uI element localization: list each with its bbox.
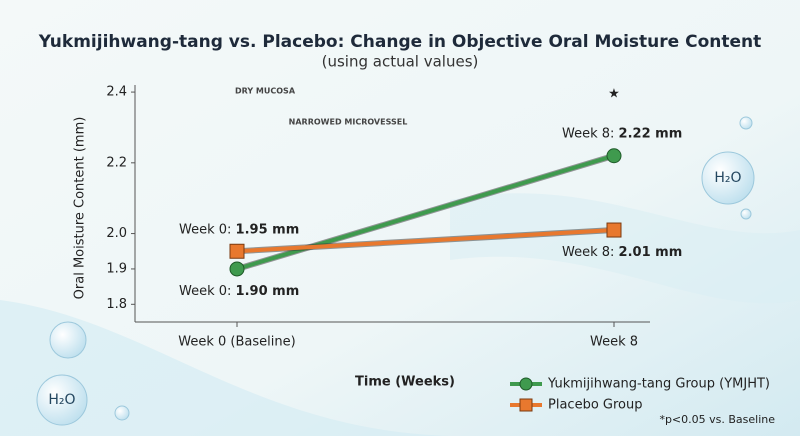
y-tick-label: 2.2 xyxy=(106,155,127,170)
footnote: *p<0.05 vs. Baseline xyxy=(659,413,775,426)
data-label: Week 8: 2.22 mm xyxy=(562,126,682,141)
marker xyxy=(229,243,245,259)
value-label: 1.90 mm xyxy=(236,283,300,298)
marker xyxy=(229,261,245,277)
bubble xyxy=(114,405,130,421)
y-tick-label: 1.8 xyxy=(106,297,127,312)
y-axis-title: Oral Moisture Content (mm) xyxy=(73,117,88,300)
legend-marker xyxy=(519,377,533,391)
wave xyxy=(0,300,450,436)
legend-label: Placebo Group xyxy=(548,398,642,413)
marker xyxy=(606,222,622,238)
decoration: H₂O xyxy=(714,170,741,186)
value-label: 2.01 mm xyxy=(619,245,683,260)
wave xyxy=(450,193,800,304)
x-axis-title: Time (Weeks) xyxy=(355,375,455,390)
y-tick-label: 1.9 xyxy=(106,261,127,276)
y-tick-label: 2.4 xyxy=(106,85,127,100)
data-label: Week 0: 1.95 mm xyxy=(179,222,299,237)
chart-subtitle: (using actual values) xyxy=(322,53,479,71)
bubble xyxy=(36,374,88,426)
decoration: NARROWED MICROVESSEL xyxy=(289,118,408,127)
marker xyxy=(606,148,622,164)
x-tick-label: Week 0 (Baseline) xyxy=(178,335,295,350)
significance-marker: ★ xyxy=(608,87,620,102)
bubble xyxy=(49,321,87,359)
x-tick-label: Week 8 xyxy=(590,335,638,350)
y-tick-label: 2.0 xyxy=(106,226,127,241)
bubble xyxy=(739,116,753,130)
decoration: H₂O xyxy=(48,392,75,408)
line xyxy=(236,228,615,254)
data-label: Week 8: 2.01 mm xyxy=(562,245,682,260)
label-prefix: Week 8: xyxy=(562,126,614,141)
legend-marker xyxy=(519,398,533,412)
label-prefix: Week 0: xyxy=(179,283,231,298)
bubble xyxy=(701,151,755,205)
decoration: DRY MUCOSA xyxy=(235,87,296,96)
value-label: 2.22 mm xyxy=(619,126,683,141)
bubble xyxy=(740,208,752,220)
value-label: 1.95 mm xyxy=(236,222,300,237)
label-prefix: Week 8: xyxy=(562,245,614,260)
data-label: Week 0: 1.90 mm xyxy=(179,283,299,298)
label-prefix: Week 0: xyxy=(179,222,231,237)
chart-title: Yukmijihwang-tang vs. Placebo: Change in… xyxy=(38,32,762,52)
legend-label: Yukmijihwang-tang Group (YMJHT) xyxy=(547,377,770,392)
